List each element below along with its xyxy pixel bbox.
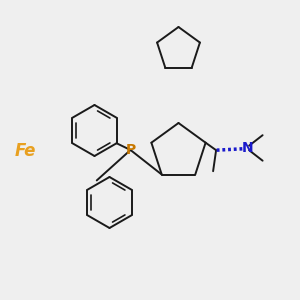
- Text: N: N: [242, 141, 254, 155]
- Text: P: P: [125, 143, 136, 157]
- Text: Fe: Fe: [15, 142, 36, 160]
